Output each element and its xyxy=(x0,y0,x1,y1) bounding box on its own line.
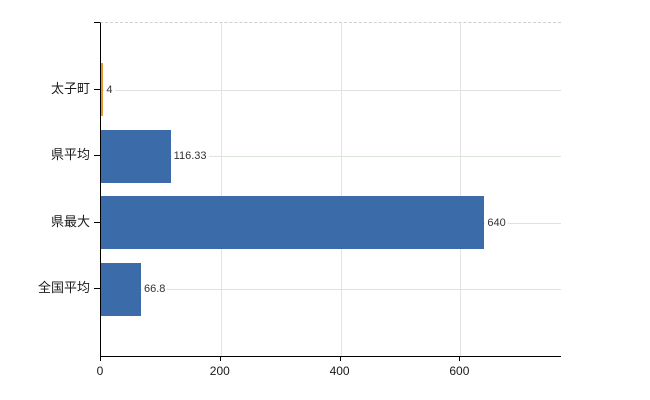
bar-value-label: 4 xyxy=(104,82,115,97)
x-axis-tick-label: 200 xyxy=(209,364,230,378)
bar-value-label: 640 xyxy=(485,215,508,230)
category-tick xyxy=(94,288,100,290)
x-axis-tick xyxy=(100,356,101,361)
bar-value-label: 66.8 xyxy=(142,282,168,297)
bar-太子町 xyxy=(101,63,104,117)
bar-value-label: 116.33 xyxy=(171,149,209,164)
vertical-gridline xyxy=(460,23,462,356)
row-gridline xyxy=(101,289,561,291)
row-gridline xyxy=(101,156,561,158)
category-tick xyxy=(94,88,100,90)
plot-area: 4 116.33 640 66.8 xyxy=(100,22,561,357)
y-axis-top-tick xyxy=(94,22,100,23)
bar-県最大 xyxy=(101,196,485,250)
category-label-太子町: 太子町 xyxy=(50,80,90,96)
bar-全国平均 xyxy=(101,262,141,316)
vertical-gridline xyxy=(340,23,342,356)
x-axis-tick xyxy=(339,356,341,361)
category-label-県平均: 県平均 xyxy=(50,147,90,163)
category-tick xyxy=(94,155,100,157)
x-axis-tick-label: 0 xyxy=(96,364,104,378)
vertical-gridline xyxy=(220,23,222,356)
category-label-全国平均: 全国平均 xyxy=(37,280,90,296)
x-axis-tick xyxy=(219,356,221,361)
x-axis-tick-label: 600 xyxy=(449,364,470,378)
category-label-県最大: 県最大 xyxy=(50,213,90,229)
category-tick xyxy=(94,221,100,223)
x-axis-tick-label: 400 xyxy=(329,364,350,378)
x-axis-tick xyxy=(459,356,461,361)
row-gridline xyxy=(101,89,561,91)
bar-県平均 xyxy=(101,129,171,183)
